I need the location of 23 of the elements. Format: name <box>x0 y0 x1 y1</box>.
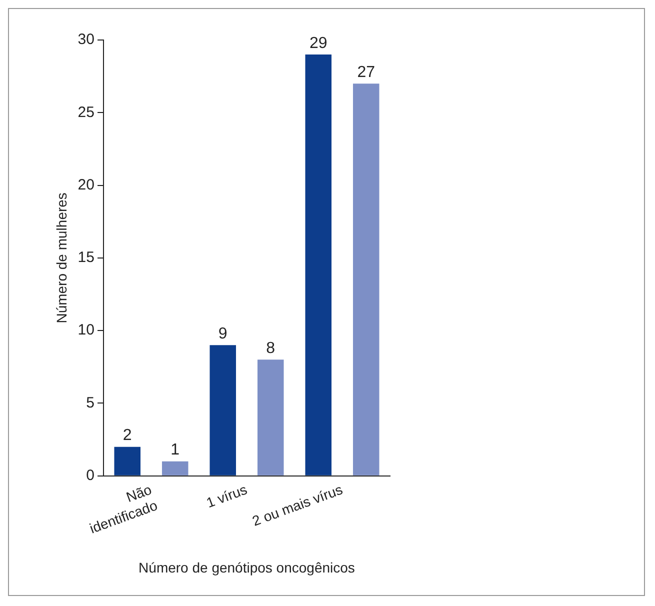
y-tick-label: 30 <box>78 31 94 48</box>
bar <box>305 54 332 476</box>
x-axis-title: Número de genótipos oncogênicos <box>138 559 355 576</box>
y-tick-label: 25 <box>78 104 94 121</box>
data-label: 2 <box>122 427 132 444</box>
data-label: 1 <box>170 442 180 459</box>
y-tick-label: 20 <box>78 176 94 194</box>
y-tick-label: 15 <box>78 249 94 266</box>
bar <box>114 446 140 476</box>
y-tick-label: 5 <box>86 394 94 412</box>
data-label: 8 <box>266 340 276 358</box>
data-label: 29 <box>309 34 328 52</box>
y-axis-title: Número de mulheres <box>53 192 70 324</box>
data-label: 9 <box>218 326 228 343</box>
bar <box>162 461 188 476</box>
x-tick-label: 2 ou mais vírus <box>250 481 345 529</box>
y-tick-label: 0 <box>86 467 94 484</box>
x-tick-label: 1 vírus <box>204 481 250 511</box>
y-tick-label: 10 <box>78 322 94 339</box>
bar <box>352 84 380 476</box>
data-label: 27 <box>357 64 376 81</box>
bar <box>210 345 236 476</box>
bar <box>257 360 284 476</box>
